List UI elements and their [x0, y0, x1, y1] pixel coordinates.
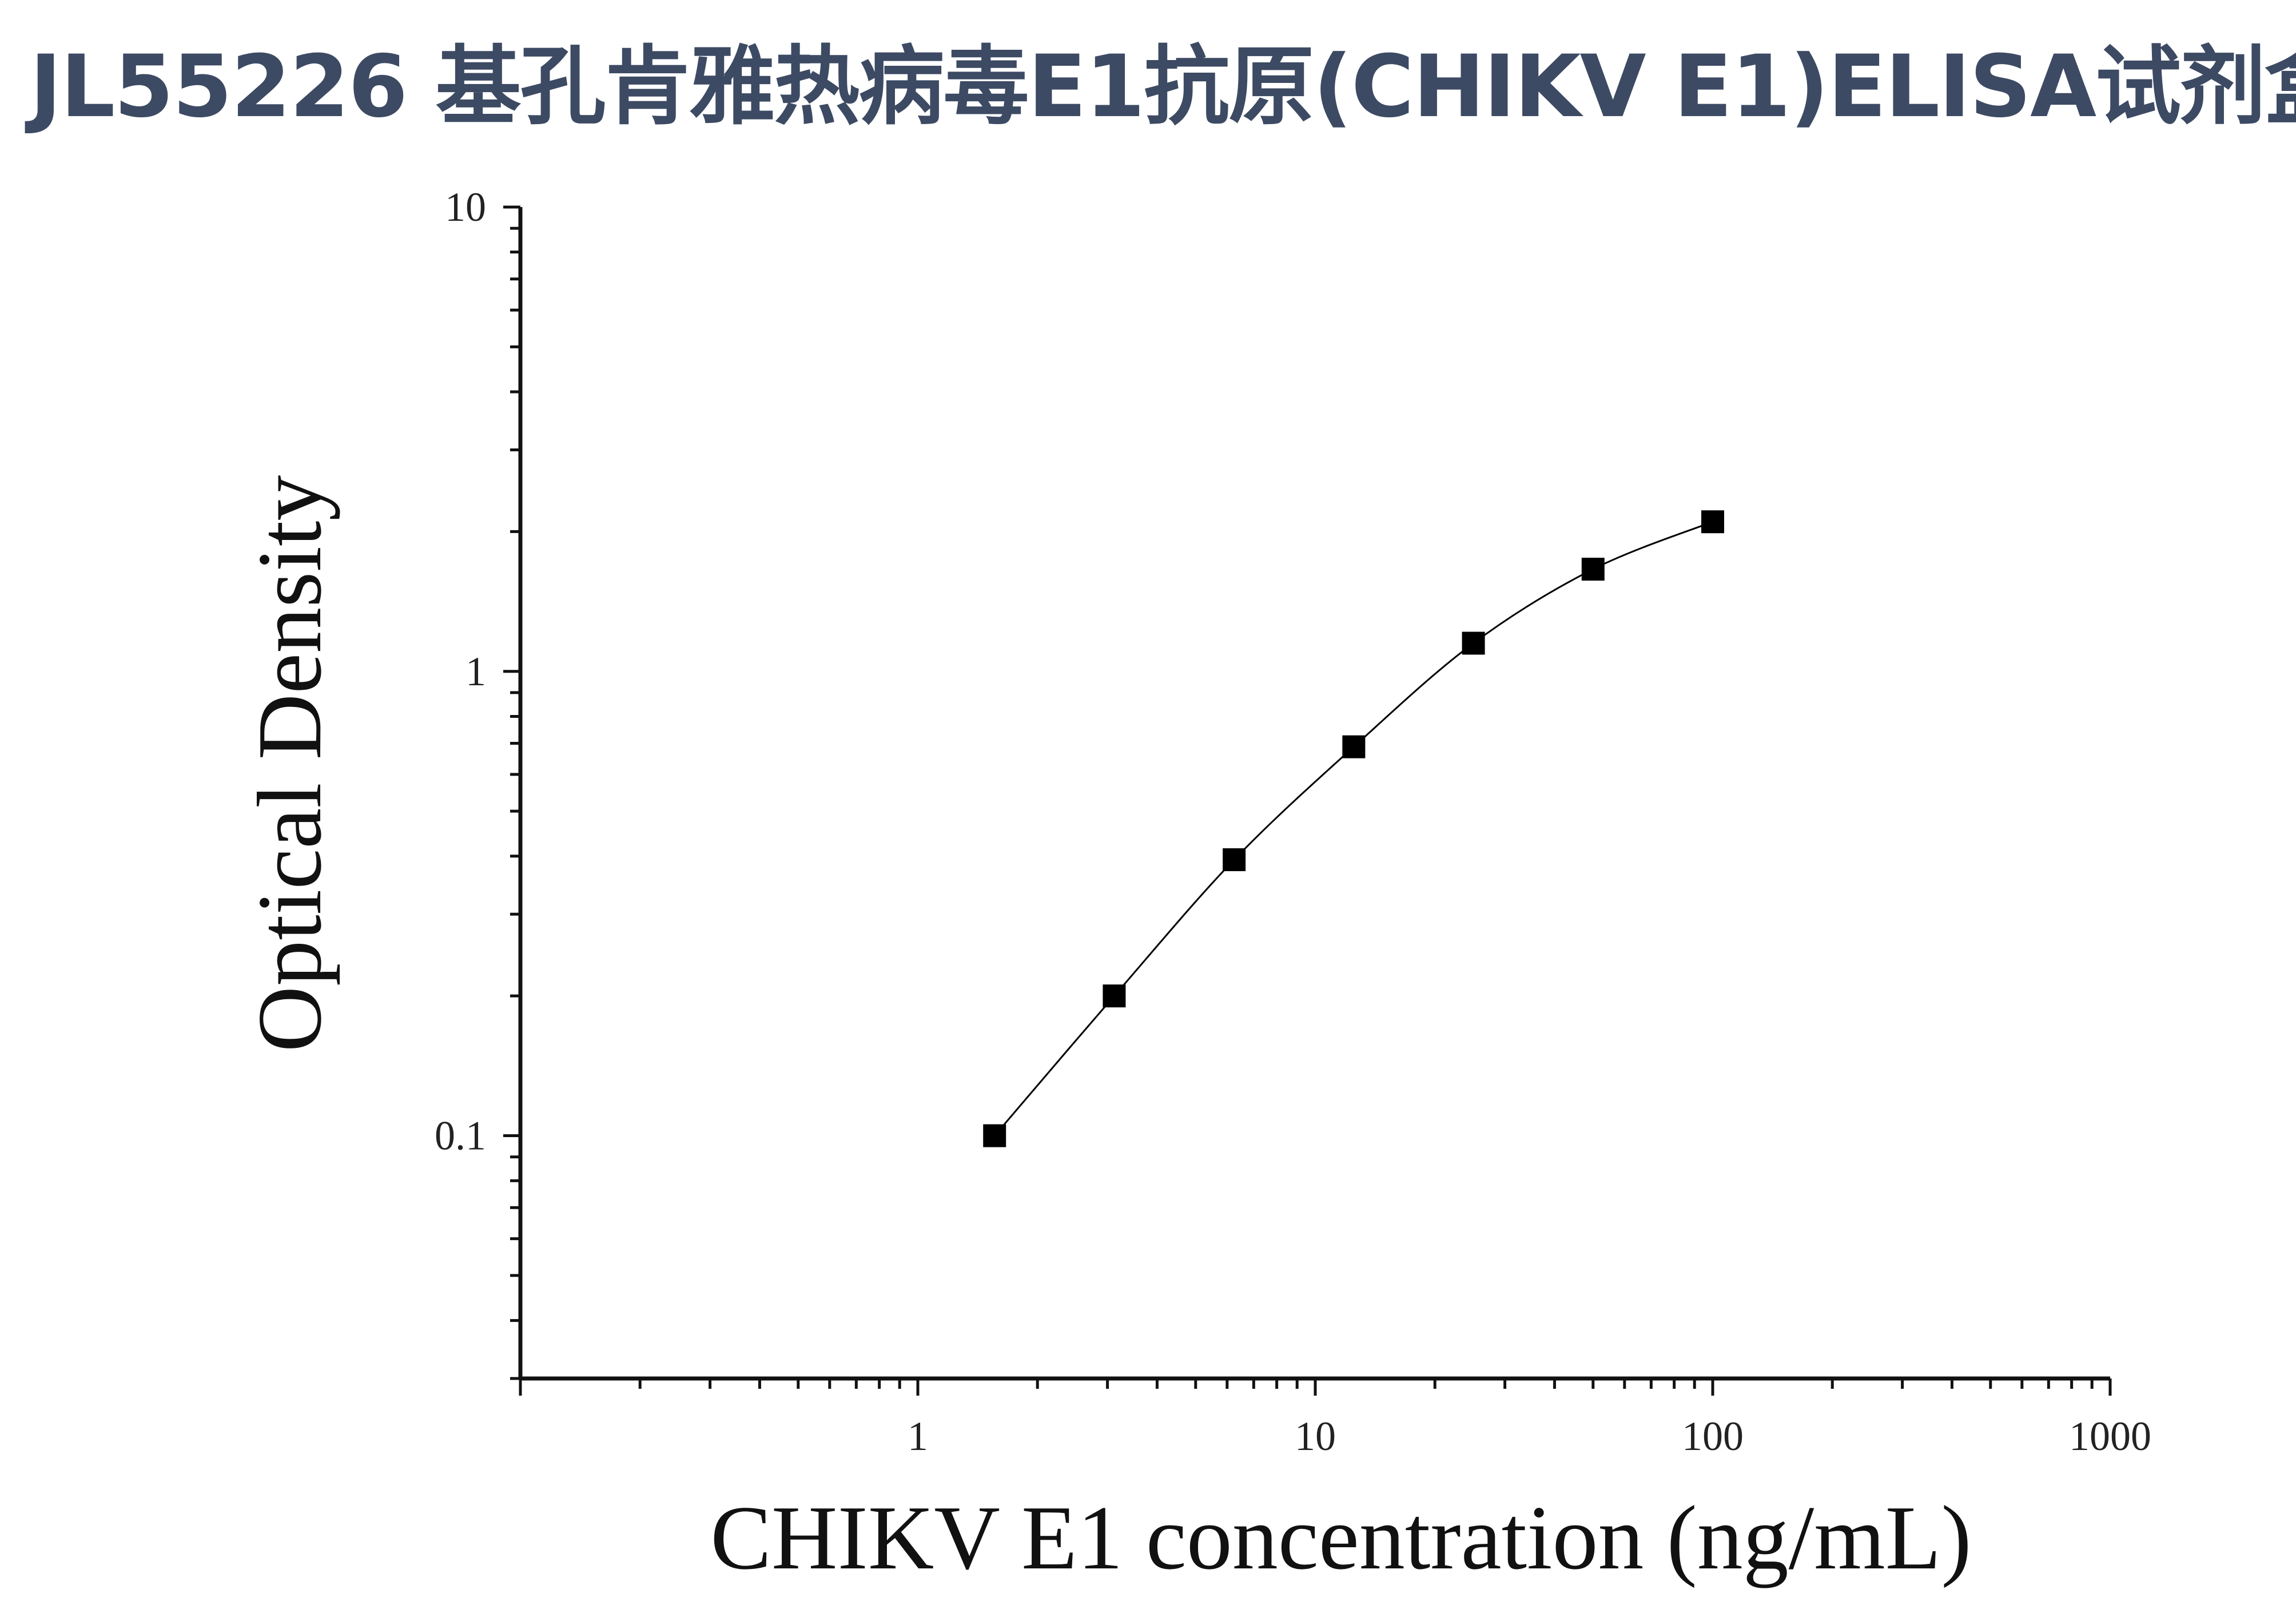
data-points — [983, 510, 1724, 1147]
x-axis-label: CHIKV E1 concentration (ng/mL) — [710, 1487, 1971, 1588]
x-tick-label: 10 — [1295, 1413, 1336, 1459]
x-axis-ticks: 1 10 100 1000 — [519, 1378, 2151, 1459]
x-tick-label: 100 — [1682, 1413, 1744, 1459]
y-tick-label: 1 — [465, 649, 486, 694]
data-point — [1223, 848, 1246, 872]
data-point — [1103, 984, 1126, 1008]
y-axis-ticks: 0.1 1 10 — [435, 184, 520, 1380]
data-point — [1462, 631, 1485, 655]
x-tick-label: 1 — [908, 1413, 928, 1459]
y-tick-label: 10 — [445, 184, 486, 230]
axes — [518, 207, 2110, 1381]
x-tick-label: 1000 — [2069, 1413, 2151, 1459]
fit-curve — [994, 521, 1713, 1137]
y-axis-label: Optical Density — [238, 475, 340, 1052]
page-title: JL55226 基孔肯雅热病毒E1抗原(CHIKV E1)ELISA试剂盒 — [30, 37, 2296, 137]
data-point — [1701, 510, 1724, 534]
y-tick-label: 0.1 — [435, 1113, 486, 1159]
data-point — [983, 1124, 1006, 1147]
data-point — [1342, 735, 1366, 758]
data-point — [1581, 558, 1605, 581]
